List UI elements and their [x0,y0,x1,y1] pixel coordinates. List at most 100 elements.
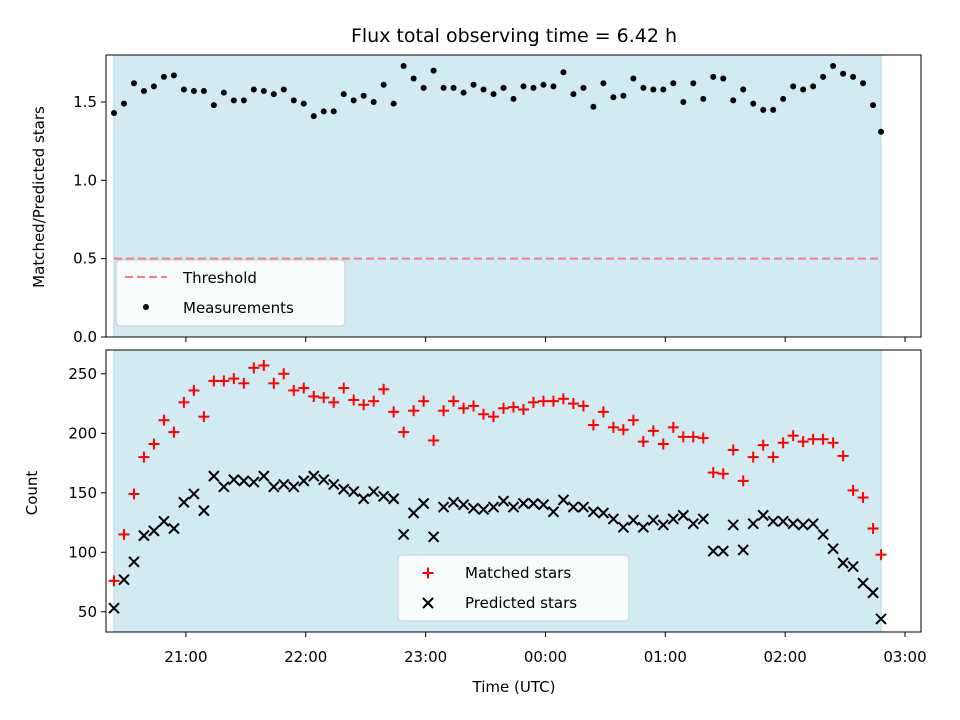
predicted-star-point [148,525,160,537]
predicted-star-point [118,573,130,586]
measurement-point [410,75,417,82]
matched-star-point [667,421,679,433]
measurement-point [460,89,467,96]
predicted-star-point [647,514,660,526]
measurement-point [220,89,227,96]
matched-star-point [557,393,569,405]
x-tick-label: 00:00 [524,648,567,666]
predicted-star-point [687,518,699,530]
matched-star-point [478,408,490,420]
matched-star-point [378,383,390,395]
predicted-star-point [308,470,320,482]
x-tick-label: 02:00 [764,648,807,666]
predicted-star-point [667,513,680,525]
matched-star-point [777,437,789,449]
predicted-star-point [797,519,809,531]
matched-star-point [817,433,829,445]
measurement-point [470,81,477,88]
measurement-point [870,102,877,109]
measurement-point [280,86,287,93]
measurement-point [740,86,747,93]
bottom-series-matched-stars [108,359,887,587]
matched-star-point [268,377,280,389]
legend-predicted-swatch [422,597,434,609]
measurement-point [130,80,137,87]
predicted-star-point [557,494,570,506]
predicted-star-point [767,515,779,528]
measurement-point [190,88,197,95]
measurement-point [550,83,557,90]
measurement-point [660,86,667,93]
top-y-tick-label: 1.0 [73,171,97,189]
predicted-star-point [677,509,689,522]
predicted-star-point [857,577,869,589]
matched-star-point [328,396,340,408]
measurement-point [710,73,717,80]
measurement-point [490,91,497,98]
measurement-point [330,108,337,115]
predicted-star-point [837,557,849,569]
matched-star-point [617,424,629,436]
predicted-star-point [477,503,490,516]
matched-star-point [188,384,200,396]
measurement-point [610,94,617,101]
predicted-star-point [238,475,250,487]
measurement-point [750,100,757,107]
measurement-point [800,86,807,93]
measurement-point [150,83,157,90]
predicted-star-point [208,470,220,482]
x-tick-label: 03:00 [883,648,926,666]
measurement-point [560,69,567,76]
predicted-star-point [278,478,290,491]
matched-star-point [627,414,639,426]
measurement-point [640,84,647,91]
x-tick-label: 21:00 [164,648,207,666]
measurement-point [300,100,307,107]
predicted-star-point [497,495,510,507]
predicted-star-point [108,602,120,614]
predicted-star-point [487,501,500,513]
matched-star-point [867,522,879,534]
predicted-star-point [727,519,739,531]
matched-star-point [498,402,510,414]
predicted-star-point [875,613,887,625]
predicted-star-point [777,515,789,528]
predicted-star-point [527,497,540,510]
predicted-star-point [188,488,200,500]
measurement-point [340,91,347,98]
matched-star-point [747,451,759,463]
matched-star-point [508,401,519,413]
predicted-star-point [288,481,300,493]
matched-star-point [717,468,729,480]
measurement-point [600,80,607,87]
matched-star-point [208,375,220,387]
predicted-star-point [407,507,420,519]
top-plot-frame [105,54,922,338]
bottom-y-tick-label: 50 [78,603,97,621]
predicted-star-point [367,485,380,498]
measurement-point [850,73,857,80]
measurement-point [840,70,847,77]
matched-star-point [388,406,400,418]
matched-star-point [418,395,430,407]
measurement-point [830,62,837,69]
matched-star-point [597,406,609,418]
measurement-point [770,106,777,113]
bottom-legend: Matched stars Predicted stars [397,554,630,622]
measurement-point [250,86,257,93]
measurement-point [820,73,827,80]
predicted-star-point [467,502,480,514]
measurement-point [540,81,547,88]
top-series-measurements [110,62,885,135]
predicted-star-point [597,507,610,519]
predicted-star-point [298,475,310,487]
legend-matched-label: Matched stars [465,564,571,582]
predicted-star-point [867,587,879,599]
predicted-star-point [607,513,620,525]
predicted-star-point [827,543,839,555]
measurement-point [630,75,637,82]
matched-star-point [358,399,370,411]
matched-star-point [108,575,120,587]
matched-star-point [857,492,869,504]
measurement-point [720,75,727,82]
